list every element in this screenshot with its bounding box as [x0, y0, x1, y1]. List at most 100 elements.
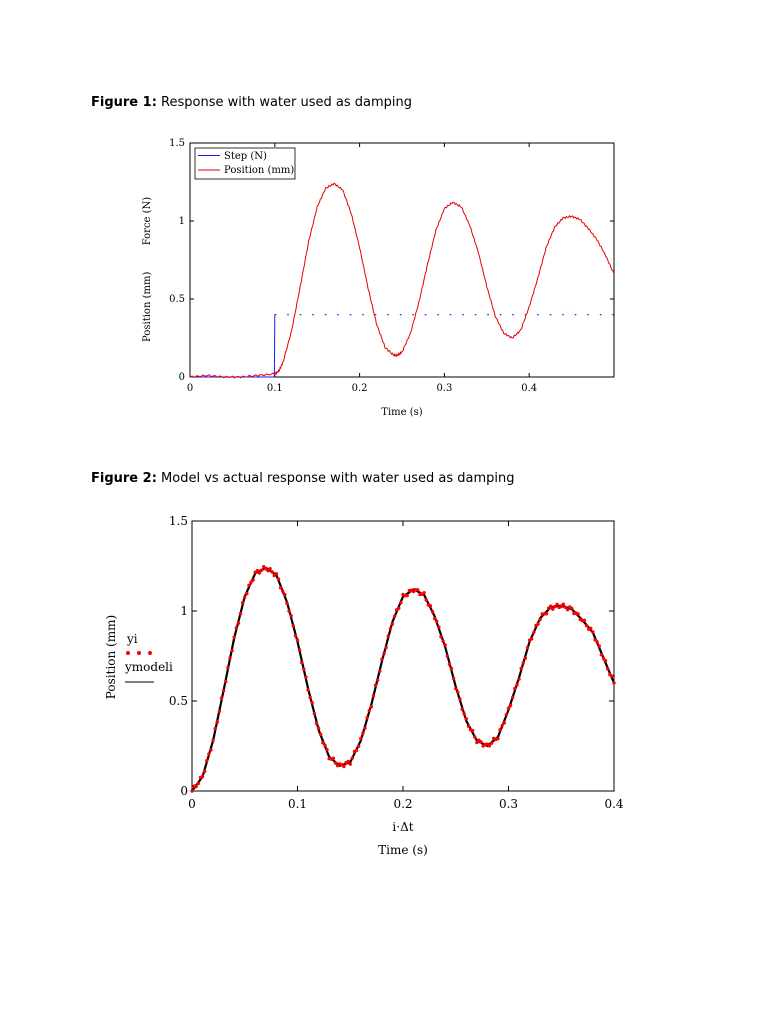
data-point [437, 625, 441, 629]
data-point [371, 694, 376, 698]
data-point [217, 709, 222, 713]
data-point [236, 621, 241, 625]
data-point [515, 683, 519, 687]
data-point [289, 614, 293, 618]
y-tick-label: 0 [180, 784, 188, 798]
x-axis-secondary-label: i·Δt [392, 820, 413, 834]
figure-2-text: Model vs actual response with water used… [156, 471, 515, 486]
data-point [473, 735, 477, 739]
legend-data-marker [148, 651, 152, 655]
data-point [226, 665, 230, 670]
data-point [333, 761, 338, 765]
y-tick-label: 0.5 [169, 694, 188, 708]
data-point [348, 762, 352, 766]
data-point [283, 592, 287, 597]
data-point [435, 619, 439, 624]
data-point [576, 612, 580, 616]
data-point [570, 606, 574, 610]
legend-position-label: Position (mm) [224, 165, 294, 176]
data-point [443, 643, 447, 647]
data-point [314, 721, 319, 726]
data-point [462, 712, 466, 716]
step-series-line [190, 314, 276, 378]
data-point [603, 658, 608, 663]
y-tick-label: 1 [180, 604, 188, 618]
data-point [295, 638, 300, 642]
data-point [439, 635, 443, 639]
legend-box [194, 147, 296, 180]
data-point [321, 741, 325, 745]
data-point [196, 781, 201, 786]
legend: yi ymodeli [124, 632, 173, 683]
data-point [300, 660, 304, 665]
figure-2-chart: 0 0.1 0.2 0.3 0.4 0 0.5 1 1.5 i·Δt Time (s) Positio… [104, 514, 624, 857]
data-point [342, 764, 346, 769]
data-point [464, 717, 468, 721]
data-point [375, 678, 380, 682]
data-point [601, 656, 606, 660]
data-point [405, 593, 409, 598]
data-point [308, 695, 312, 700]
data-point [466, 724, 471, 728]
data-point [251, 578, 255, 582]
data-point [397, 606, 401, 610]
data-point [228, 656, 232, 660]
data-point [441, 639, 445, 643]
data-point [249, 580, 253, 584]
data-point [612, 681, 616, 685]
data-point [293, 633, 298, 638]
data-point [416, 588, 420, 592]
x-tick-label: 0 [188, 797, 196, 811]
data-point [565, 607, 570, 612]
data-point [445, 654, 450, 658]
data-point [310, 701, 314, 705]
figure-1-chart: 0 0.1 0.2 0.3 0.4 0 0.5 1 1.5 Time (s) Force (N) Po… [142, 138, 615, 418]
data-point [430, 610, 435, 614]
data-point [536, 622, 540, 626]
data-point [595, 640, 599, 644]
data-point [386, 634, 390, 638]
data-point [388, 627, 393, 631]
data-point [454, 686, 458, 691]
data-point [312, 712, 317, 716]
data-point [584, 623, 589, 628]
data-point [270, 570, 274, 574]
data-point [354, 748, 359, 753]
data-point [392, 614, 397, 619]
data-point [367, 708, 371, 713]
data-point [257, 571, 262, 575]
data-point [479, 740, 483, 744]
data-point [259, 568, 264, 572]
data-point [350, 756, 355, 760]
data-point [513, 686, 517, 691]
data-points-group [190, 565, 616, 793]
legend-data-marker [126, 651, 130, 655]
data-point [213, 726, 217, 731]
data-point [219, 696, 224, 700]
data-point [232, 635, 236, 640]
data-point [532, 630, 536, 635]
data-point [365, 716, 369, 720]
data-point [285, 601, 289, 606]
data-point [449, 667, 454, 671]
x-tick-label: 0.1 [267, 383, 283, 394]
data-point [551, 607, 555, 611]
figure-1-label: Figure 1: [91, 95, 157, 110]
data-point [508, 703, 513, 708]
plot-area-frame [191, 520, 615, 792]
figure-1-caption: Figure 1: Response with water used as da… [91, 95, 412, 110]
figure-1-text: Response with water used as damping [156, 95, 412, 110]
data-point [559, 604, 563, 609]
data-point [291, 624, 295, 628]
y-tick-label: 1.5 [169, 514, 188, 528]
data-point [306, 688, 310, 692]
y-axis-label-position: Position (mm) [142, 272, 153, 342]
x-tick-label: 0.1 [288, 797, 307, 811]
data-point [487, 744, 492, 748]
data-point [582, 618, 587, 623]
data-point [390, 622, 395, 626]
data-point [384, 645, 388, 650]
data-point [297, 648, 302, 652]
data-point [325, 747, 329, 752]
data-point [428, 604, 433, 608]
